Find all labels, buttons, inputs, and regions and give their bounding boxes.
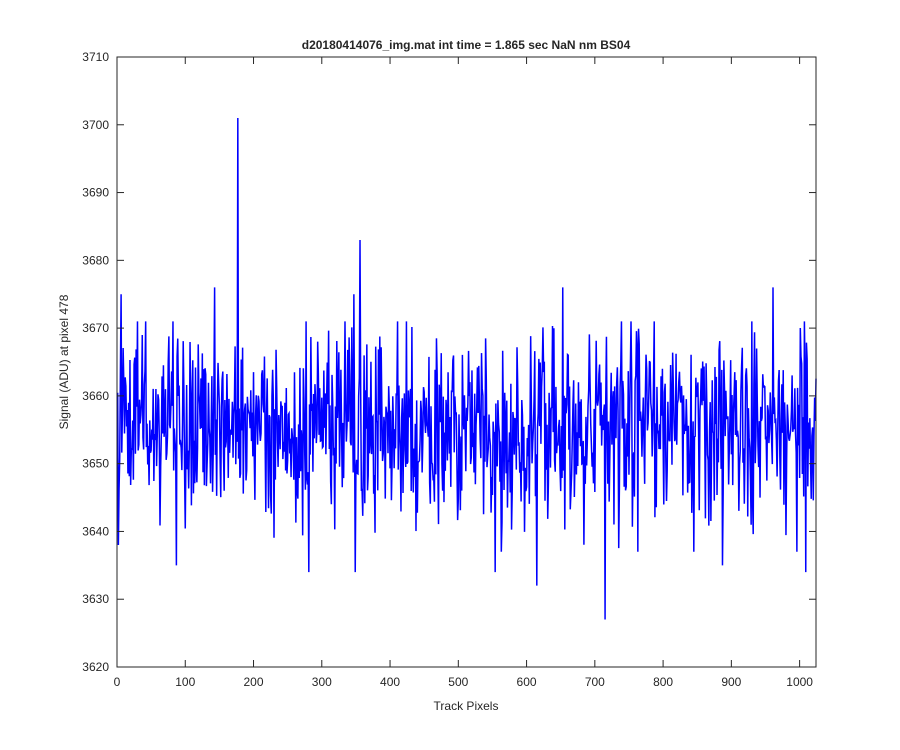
y-tick-label: 3640	[82, 524, 109, 538]
x-tick-label: 300	[312, 675, 332, 689]
x-tick-label: 900	[721, 675, 741, 689]
x-tick-label: 200	[244, 675, 264, 689]
x-tick-label: 700	[585, 675, 605, 689]
y-axis-label: Signal (ADU) at pixel 478	[57, 294, 71, 429]
x-tick-label: 100	[175, 675, 195, 689]
y-tick-label: 3700	[82, 118, 109, 132]
y-tick-label: 3650	[82, 457, 109, 471]
x-tick-label: 800	[653, 675, 673, 689]
y-tick-label: 3620	[82, 660, 109, 674]
y-tick-label: 3630	[82, 592, 109, 606]
x-axis-ticks: 0 100 200 300 400 500 600 700 800 900 1000	[114, 57, 813, 689]
x-tick-label: 0	[114, 675, 121, 689]
axes-box	[116, 56, 817, 668]
x-tick-label: 500	[448, 675, 468, 689]
y-tick-label: 3680	[82, 253, 109, 267]
x-tick-label: 600	[517, 675, 537, 689]
y-tick-label: 3690	[82, 186, 109, 200]
x-tick-label: 400	[380, 675, 400, 689]
series-layer	[116, 117, 817, 620]
x-tick-label: 1000	[786, 675, 813, 689]
y-axis-ticks: 3620 3630 3640 3650 3660 3670 3680 3690 3700 3710	[82, 50, 816, 674]
y-tick-label: 3670	[82, 321, 109, 335]
signal-series-line	[116, 117, 817, 620]
plot-area	[117, 57, 816, 667]
x-axis-label: Track Pixels	[434, 699, 499, 713]
y-tick-label: 3710	[82, 50, 109, 64]
y-tick-label: 3660	[82, 389, 109, 403]
chart-title: d20180414076_img.mat int time = 1.865 se…	[302, 38, 631, 52]
